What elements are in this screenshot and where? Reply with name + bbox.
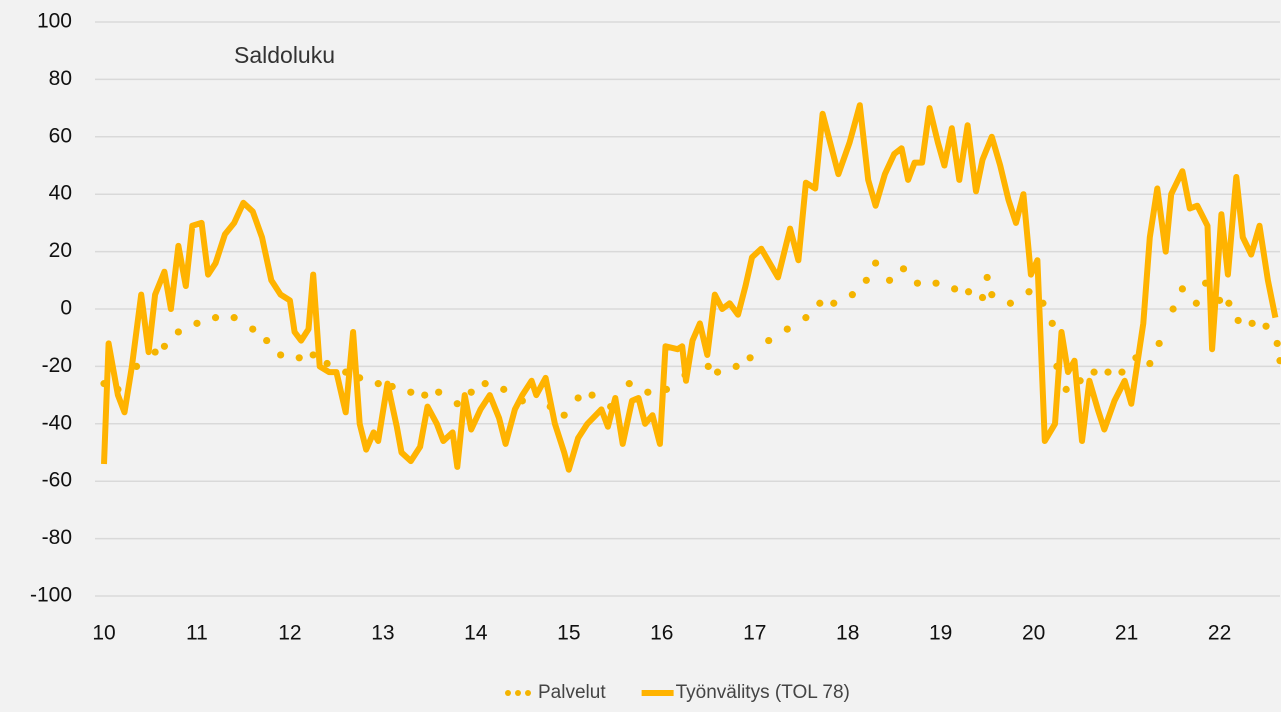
- legend-label: Palvelut: [538, 682, 606, 703]
- data-point: [978, 293, 987, 302]
- data-point: [588, 391, 596, 399]
- data-point: [899, 265, 908, 273]
- data-point: [1155, 339, 1163, 348]
- data-point: [151, 348, 159, 356]
- data-point: [500, 385, 508, 393]
- x-tick-label: 10: [92, 622, 115, 645]
- data-point: [407, 388, 415, 396]
- y-tick-label: -60: [42, 469, 72, 492]
- y-tick-label: -20: [42, 354, 72, 377]
- data-point: [644, 388, 652, 396]
- x-tick-label: 19: [929, 622, 952, 645]
- data-point: [323, 359, 331, 368]
- data-point: [295, 354, 303, 362]
- data-point: [848, 291, 856, 299]
- x-tick-label: 17: [743, 622, 766, 645]
- data-point: [1090, 368, 1098, 376]
- data-point: [1025, 288, 1033, 296]
- data-point: [1006, 299, 1015, 307]
- y-tick-label: 60: [49, 124, 72, 147]
- x-tick-label: 18: [836, 622, 859, 645]
- data-point: [802, 314, 810, 322]
- data-line: [101, 102, 1279, 473]
- data-point: [211, 314, 220, 322]
- data-point: [732, 362, 740, 370]
- y-tick-label: 20: [49, 239, 72, 262]
- x-tick-label: 14: [464, 622, 488, 645]
- y-tick-label: 40: [49, 182, 72, 205]
- y-tick-label: 0: [60, 297, 72, 320]
- data-point: [765, 336, 773, 345]
- data-point: [1169, 305, 1177, 313]
- data-point: [1146, 359, 1154, 368]
- data-point: [421, 391, 429, 399]
- data-point: [713, 368, 722, 376]
- data-point: [174, 328, 182, 336]
- y-tick-label: 100: [37, 10, 72, 33]
- data-point: [453, 400, 461, 408]
- data-point: [574, 394, 582, 402]
- y-tick-label: -80: [42, 526, 72, 549]
- data-point: [160, 342, 169, 350]
- legend-label: Työnvälitys (TOL 78): [676, 682, 850, 703]
- x-tick-label: 15: [557, 622, 580, 645]
- x-tick-label: 16: [650, 622, 673, 645]
- data-point: [1248, 319, 1256, 327]
- data-point: [862, 276, 870, 284]
- data-point: [983, 273, 991, 282]
- data-point: [263, 336, 271, 345]
- x-tick-label: 11: [186, 622, 208, 645]
- data-point: [951, 285, 959, 293]
- data-point: [374, 380, 382, 388]
- data-point: [1118, 368, 1126, 376]
- data-point: [1262, 322, 1270, 330]
- data-point: [964, 288, 973, 296]
- data-point: [309, 351, 317, 359]
- data-point: [249, 325, 257, 333]
- legend-swatch: [505, 690, 511, 696]
- y-tick-label: 80: [49, 67, 72, 90]
- y-tick-label: -100: [30, 584, 72, 607]
- data-point: [988, 291, 996, 299]
- legend-swatch: [515, 690, 521, 696]
- y-tick-label: -40: [42, 411, 72, 434]
- data-point: [625, 380, 633, 388]
- x-tick-label: 20: [1022, 622, 1045, 645]
- data-point: [467, 388, 475, 396]
- legend-swatch: [525, 690, 531, 696]
- data-point: [193, 319, 201, 327]
- data-point: [481, 380, 489, 388]
- chart-title: Saldoluku: [234, 42, 335, 68]
- x-tick-label: 13: [371, 622, 394, 645]
- data-point: [1225, 299, 1233, 307]
- data-point: [230, 314, 238, 322]
- data-point: [816, 299, 824, 307]
- data-point: [277, 351, 285, 359]
- x-tick-label: 21: [1115, 622, 1138, 645]
- data-point: [1276, 357, 1281, 365]
- data-point: [885, 276, 894, 284]
- x-tick-label: 12: [278, 622, 301, 645]
- data-point: [1192, 299, 1200, 307]
- data-point: [746, 354, 754, 362]
- data-point: [1048, 319, 1056, 327]
- data-point: [704, 362, 712, 370]
- data-point: [783, 325, 791, 333]
- data-point: [932, 279, 940, 287]
- data-point: [913, 279, 922, 287]
- data-point: [1234, 316, 1242, 325]
- data-point: [1062, 385, 1070, 393]
- data-point: [1178, 285, 1186, 293]
- x-tick-label: 22: [1208, 622, 1231, 645]
- data-point: [1104, 368, 1112, 376]
- data-point: [560, 411, 568, 419]
- data-point: [872, 259, 880, 267]
- data-point: [1273, 339, 1281, 348]
- data-point: [435, 388, 443, 396]
- data-point: [830, 299, 838, 307]
